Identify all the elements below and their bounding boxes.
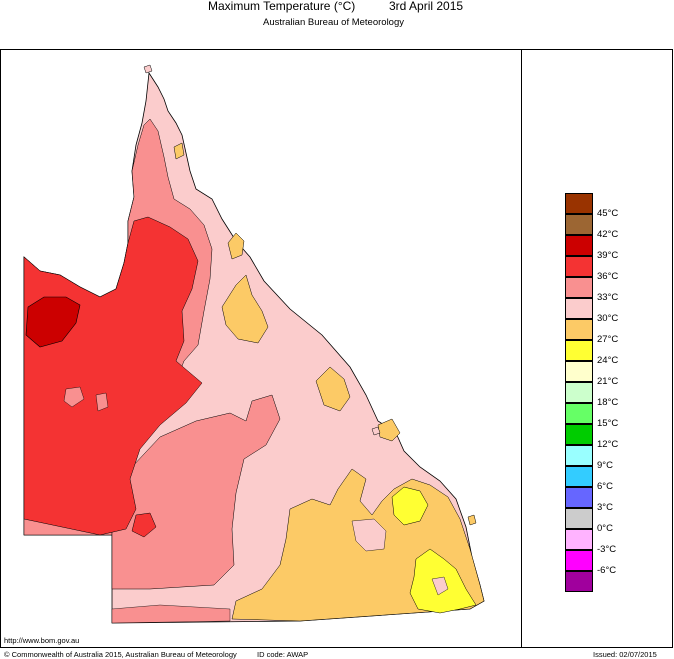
legend-swatch bbox=[565, 340, 593, 361]
legend-divider bbox=[521, 49, 522, 648]
map-region-27c-coast-b bbox=[227, 232, 245, 260]
legend-label: 42°C bbox=[597, 229, 619, 240]
map-island-b bbox=[371, 426, 381, 436]
id-code: ID code: AWAP bbox=[257, 650, 309, 659]
legend-label: 39°C bbox=[597, 250, 619, 261]
legend-swatch bbox=[565, 487, 593, 508]
map-region-33c-central bbox=[111, 394, 281, 590]
legend-label: 3°C bbox=[597, 502, 613, 513]
legend-swatch bbox=[565, 319, 593, 340]
legend-label: -6°C bbox=[597, 565, 617, 576]
map-region-36c-blob bbox=[131, 512, 157, 538]
map-region-27c-coast-a bbox=[221, 274, 269, 344]
legend-label: 6°C bbox=[597, 481, 613, 492]
map-title: Maximum Temperature (°C) bbox=[208, 0, 356, 13]
legend-swatch bbox=[565, 403, 593, 424]
legend-label: 24°C bbox=[597, 355, 619, 366]
map-region-27c-coast-e bbox=[377, 418, 401, 442]
map-region-33c-isle-b bbox=[95, 392, 109, 412]
map-region-36c bbox=[23, 216, 203, 536]
map-region-24c bbox=[391, 486, 429, 526]
legend-swatch bbox=[565, 571, 593, 592]
map-region-33c-isle-a bbox=[63, 386, 85, 408]
legend-label: 12°C bbox=[597, 439, 619, 450]
legend-label: 9°C bbox=[597, 460, 613, 471]
map-region-27c-coast-c bbox=[315, 366, 351, 412]
header: Maximum Temperature (°C) 3rd April 2015 bbox=[0, 0, 674, 14]
legend-label: 27°C bbox=[597, 334, 619, 345]
agency-subtitle: Australian Bureau of Meteorology bbox=[263, 17, 404, 28]
map-region-27c-coast-d bbox=[173, 142, 185, 160]
legend-label: 15°C bbox=[597, 418, 619, 429]
legend-label: 0°C bbox=[597, 523, 613, 534]
legend-swatch bbox=[565, 529, 593, 550]
map-region-39c bbox=[25, 296, 81, 348]
map-region-30c-inlet bbox=[351, 518, 387, 552]
queensland-temperature-map bbox=[23, 64, 485, 624]
legend-swatch bbox=[565, 277, 593, 298]
map-island-a bbox=[143, 64, 153, 74]
copyright-text: © Commonwealth of Australia 2015, Austra… bbox=[4, 650, 237, 659]
legend-label: 45°C bbox=[597, 208, 619, 219]
map-island-c bbox=[467, 514, 477, 526]
legend-swatch bbox=[565, 361, 593, 382]
legend-swatch bbox=[565, 508, 593, 529]
legend-label: 33°C bbox=[597, 292, 619, 303]
legend-label: 30°C bbox=[597, 313, 619, 324]
legend-swatch bbox=[565, 382, 593, 403]
legend-swatch bbox=[565, 424, 593, 445]
source-url[interactable]: http://www.bom.gov.au bbox=[4, 636, 80, 645]
legend-swatch bbox=[565, 298, 593, 319]
map-frame bbox=[0, 49, 673, 648]
legend-label: 18°C bbox=[597, 397, 619, 408]
legend-swatch bbox=[565, 193, 593, 214]
legend-label: 36°C bbox=[597, 271, 619, 282]
legend-swatch bbox=[565, 550, 593, 571]
map-date: 3rd April 2015 bbox=[389, 0, 464, 13]
legend-swatch bbox=[565, 235, 593, 256]
legend-label: 21°C bbox=[597, 376, 619, 387]
legend-swatch bbox=[565, 466, 593, 487]
legend-swatch bbox=[565, 445, 593, 466]
legend-swatch bbox=[565, 214, 593, 235]
legend-swatch bbox=[565, 256, 593, 277]
issued-date: Issued: 02/07/2015 bbox=[593, 650, 657, 659]
map-region-30c-spot bbox=[431, 576, 449, 596]
legend-label: -3°C bbox=[597, 544, 617, 555]
map-region-33c-south bbox=[111, 604, 231, 624]
